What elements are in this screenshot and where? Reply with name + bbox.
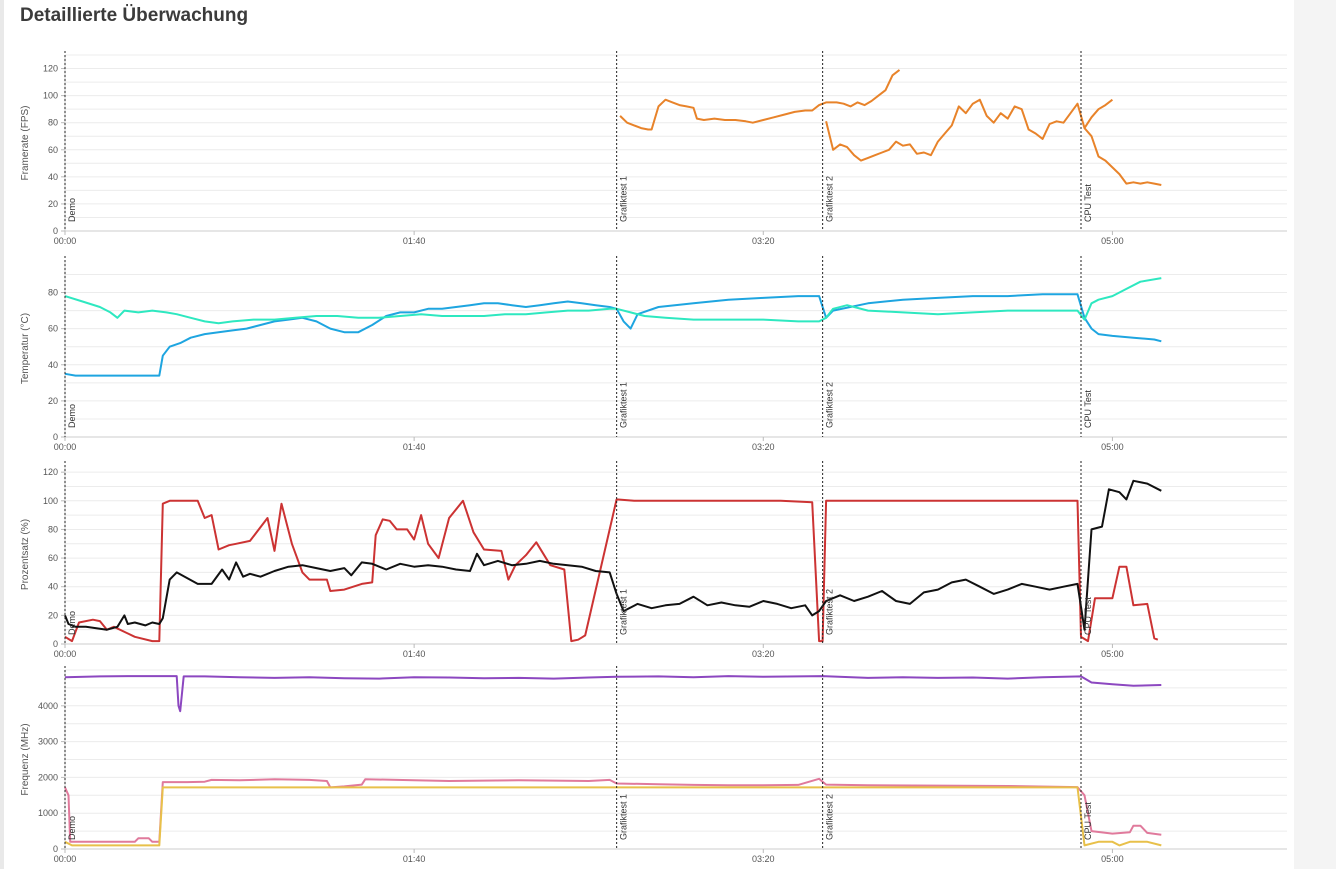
x-tick-label: 05:00: [1101, 854, 1124, 864]
y-tick-label: 40: [48, 172, 58, 182]
y-tick-label: 80: [48, 118, 58, 128]
segment-marker-label: Demo: [67, 816, 77, 840]
segment-marker-label: Grafiktest 1: [619, 382, 629, 428]
segment-marker-label: Demo: [67, 198, 77, 222]
x-tick-label: 01:40: [403, 236, 426, 246]
segment-marker-label: Grafiktest 1: [619, 176, 629, 222]
segment-marker-label: Grafiktest 2: [825, 176, 835, 222]
y-tick-label: 0: [53, 844, 58, 854]
segment-marker-label: CPU Test: [1083, 184, 1093, 222]
y-tick-label: 60: [48, 145, 58, 155]
y-tick-label: 40: [48, 582, 58, 592]
segment-marker-label: Grafiktest 2: [825, 794, 835, 840]
y-tick-label: 40: [48, 360, 58, 370]
series-line: [64, 293, 1162, 377]
x-tick-label: 03:20: [752, 854, 775, 864]
y-tick-label: 1000: [38, 808, 58, 818]
x-tick-label: 01:40: [403, 649, 426, 659]
segment-marker-label: Grafiktest 2: [825, 382, 835, 428]
series-line: [64, 675, 1162, 713]
y-tick-label: 20: [48, 199, 58, 209]
y-tick-label: 80: [48, 288, 58, 298]
y-axis-label: Prozentsatz (%): [20, 519, 31, 590]
x-tick-label: 00:00: [54, 442, 77, 452]
chart-panel-1: 0 20 40 60 80 100 120 00:00 01:40 03:20 05:00 Frame…: [20, 51, 1287, 246]
y-axis-label: Framerate (FPS): [20, 105, 31, 180]
x-tick-label: 03:20: [752, 649, 775, 659]
y-tick-label: 2000: [38, 772, 58, 782]
x-tick-label: 00:00: [54, 854, 77, 864]
x-tick-label: 05:00: [1101, 649, 1124, 659]
y-axis-label: Frequenz (MHz): [20, 723, 31, 795]
series-line: [619, 69, 901, 131]
x-tick-label: 01:40: [403, 442, 426, 452]
y-axis-label: Temperatur (°C): [20, 313, 31, 384]
series-line: [64, 786, 1162, 847]
series-line: [1083, 127, 1162, 186]
y-tick-label: 20: [48, 396, 58, 406]
series-line: [64, 498, 1159, 643]
x-tick-label: 03:20: [752, 442, 775, 452]
x-tick-label: 00:00: [54, 649, 77, 659]
y-tick-label: 0: [53, 432, 58, 442]
segment-marker-label: Grafiktest 1: [619, 794, 629, 840]
x-tick-label: 05:00: [1101, 442, 1124, 452]
segment-marker-label: Demo: [67, 611, 77, 635]
chart-panel-2: 0 20 40 60 80 00:00 01:40 03:20 05:00 Temperatur …: [20, 256, 1287, 452]
y-tick-label: 0: [53, 639, 58, 649]
x-tick-label: 00:00: [54, 236, 77, 246]
y-tick-label: 20: [48, 610, 58, 620]
y-tick-label: 60: [48, 324, 58, 334]
y-tick-label: 60: [48, 553, 58, 563]
y-tick-label: 100: [43, 91, 58, 101]
chart-panel-4: 0 1000 2000 3000 4000 00:00 01:40 03:20 05:00 Fre…: [20, 666, 1287, 864]
series-line: [64, 479, 1162, 631]
chart-panel-3: 0 20 40 60 80 100 120 00:00 01:40 03:20 05:00 Proze…: [20, 461, 1287, 659]
series-line: [825, 98, 1114, 162]
segment-marker-label: Demo: [67, 404, 77, 428]
segment-marker-label: Grafiktest 2: [825, 589, 835, 635]
page-title: Detaillierte Überwachung: [20, 5, 249, 26]
x-tick-label: 03:20: [752, 236, 775, 246]
y-tick-label: 0: [53, 226, 58, 236]
y-tick-label: 120: [43, 467, 58, 477]
x-tick-label: 01:40: [403, 854, 426, 864]
segment-marker-label: CPU Test: [1083, 390, 1093, 428]
y-tick-label: 4000: [38, 701, 58, 711]
y-tick-label: 3000: [38, 737, 58, 747]
page-scroll-area: [1294, 0, 1336, 869]
segment-marker-label: Grafiktest 1: [619, 589, 629, 635]
x-tick-label: 05:00: [1101, 236, 1124, 246]
y-tick-label: 100: [43, 496, 58, 506]
series-line: [64, 277, 1162, 325]
y-tick-label: 80: [48, 524, 58, 534]
segment-marker-label: CPU Test: [1083, 802, 1093, 840]
y-tick-label: 120: [43, 64, 58, 74]
segment-marker-label: CPU Test: [1083, 597, 1093, 635]
